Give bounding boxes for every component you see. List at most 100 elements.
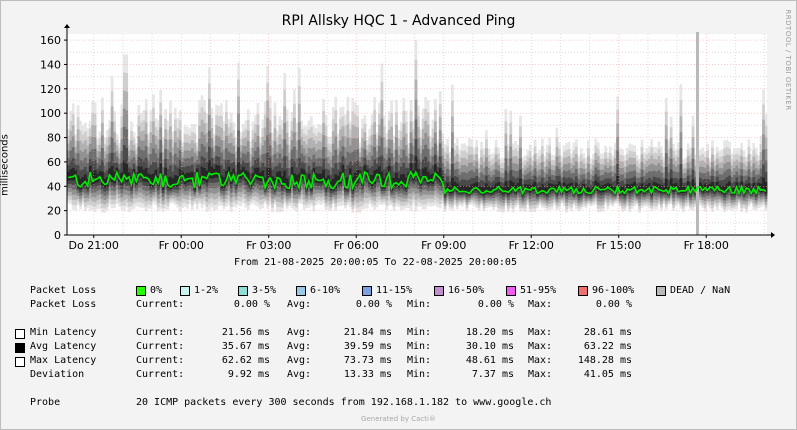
latency-swatch bbox=[15, 329, 25, 339]
smoke-band bbox=[280, 176, 284, 188]
smoke-band bbox=[470, 184, 474, 193]
chart-title: RPI Allsky HQC 1 - Advanced Ping bbox=[281, 13, 516, 29]
smoke-band bbox=[662, 187, 666, 193]
latency-row-avg-label: Avg: bbox=[287, 355, 312, 366]
smoke-band bbox=[69, 169, 73, 181]
smoke-band bbox=[489, 187, 493, 195]
smoke-band bbox=[414, 156, 418, 177]
smoke-band bbox=[655, 182, 658, 191]
latency-row-avg-value: 13.33 ms bbox=[343, 369, 392, 380]
loss-swatch-label: 1-2% bbox=[194, 285, 219, 296]
smoke-band bbox=[91, 171, 95, 185]
smoke-band bbox=[621, 185, 624, 194]
latency-row-avg-label: Avg: bbox=[287, 327, 312, 338]
smoke-band bbox=[215, 164, 218, 178]
smoke-band bbox=[246, 171, 250, 184]
date-range: From 21-08-2025 20:00:05 To 22-08-2025 2… bbox=[234, 257, 517, 268]
smoke-band bbox=[178, 168, 182, 182]
dead-marker bbox=[695, 32, 699, 235]
avg-latency-line bbox=[68, 169, 767, 196]
smoke-band bbox=[103, 178, 107, 188]
latency-row-current-value: 62.62 ms bbox=[221, 355, 270, 366]
smoke-band bbox=[390, 177, 393, 191]
smoke-band bbox=[601, 185, 605, 193]
smoke-band bbox=[76, 175, 80, 188]
latency-row-max-label: Max: bbox=[528, 369, 553, 380]
latency-row-min-value: 7.37 ms bbox=[471, 369, 514, 380]
smoke-band bbox=[633, 181, 637, 190]
latency-row-current-label: Current: bbox=[136, 355, 185, 366]
smoke-band bbox=[555, 184, 559, 195]
smoke-band bbox=[81, 176, 85, 187]
smoke-band bbox=[528, 184, 532, 193]
loss-swatch-label: 96-100% bbox=[592, 285, 635, 296]
y-tick-label: 160 bbox=[40, 34, 61, 47]
loss-swatch bbox=[656, 286, 666, 296]
packet-loss-label: Packet Loss bbox=[30, 299, 97, 310]
latency-row-avg-value: 39.59 ms bbox=[343, 341, 392, 352]
smoke-band bbox=[351, 177, 355, 191]
smoke-band bbox=[565, 184, 568, 193]
smoke-band bbox=[506, 186, 510, 195]
packet-loss-avg-value: 0.00 % bbox=[355, 299, 392, 310]
smoke-band bbox=[480, 186, 483, 195]
smoke-band bbox=[485, 183, 488, 193]
latency-row-current-value: 21.56 ms bbox=[221, 327, 270, 338]
packet-loss-max-value: 0.00 % bbox=[595, 299, 632, 310]
smoke-band bbox=[190, 171, 194, 183]
smoke-band bbox=[509, 180, 513, 193]
smoke-band bbox=[540, 184, 544, 193]
latency-row-label: Avg Latency bbox=[30, 341, 97, 352]
packet-loss-min-label: Min: bbox=[407, 299, 432, 310]
smoke-band bbox=[587, 186, 590, 195]
smoke-band bbox=[492, 185, 496, 193]
smoke-band bbox=[222, 177, 226, 188]
x-tick-label: Fr 09:00 bbox=[421, 239, 466, 252]
latency-swatch bbox=[15, 357, 25, 367]
smoke-band bbox=[747, 183, 751, 192]
y-tick-label: 60 bbox=[47, 156, 61, 169]
latency-row-min-label: Min: bbox=[407, 369, 432, 380]
smoke-band bbox=[290, 167, 294, 179]
smoke-band bbox=[188, 172, 192, 182]
smoke-band bbox=[409, 163, 413, 177]
smoke-band bbox=[159, 163, 163, 178]
y-tick-label: 100 bbox=[40, 107, 61, 120]
smoke-band bbox=[254, 167, 257, 179]
smoke-band bbox=[380, 171, 384, 189]
smoke-band bbox=[322, 169, 325, 183]
y-tick-label: 0 bbox=[54, 229, 61, 242]
smoke-band bbox=[149, 174, 153, 187]
smoke-band bbox=[169, 176, 172, 190]
smoke-band bbox=[645, 184, 649, 192]
loss-swatch-label: 16-50% bbox=[448, 285, 485, 296]
smoke-band bbox=[594, 180, 598, 189]
loss-swatch-label: 3-5% bbox=[252, 285, 277, 296]
latency-row-avg-label: Avg: bbox=[287, 369, 312, 380]
smoke-band bbox=[142, 169, 146, 182]
smoke-band bbox=[657, 183, 661, 192]
latency-row-avg-label: Avg: bbox=[287, 341, 312, 352]
y-tick-label: 140 bbox=[40, 58, 61, 71]
smoke-band bbox=[468, 186, 471, 195]
latency-row-current-value: 9.92 ms bbox=[227, 369, 270, 380]
smoke-band bbox=[548, 183, 551, 192]
smoke-band bbox=[198, 175, 201, 188]
smoke-band bbox=[643, 187, 646, 194]
smoke-band bbox=[336, 175, 340, 185]
smoke-band bbox=[424, 167, 428, 181]
packet-loss-avg-label: Avg: bbox=[287, 299, 312, 310]
smoke-band bbox=[256, 167, 260, 181]
smoke-band bbox=[446, 182, 449, 191]
packet-loss-current-label: Current: bbox=[136, 299, 185, 310]
smoke-band bbox=[701, 185, 705, 193]
smoke-band bbox=[171, 178, 175, 188]
smoke-band bbox=[526, 184, 530, 192]
latency-row-min-value: 48.61 ms bbox=[465, 355, 514, 366]
packet-loss-min-value: 0.00 % bbox=[477, 299, 514, 310]
smoke-band bbox=[101, 171, 104, 186]
smoke-band bbox=[516, 183, 520, 191]
smoke-band bbox=[268, 168, 272, 182]
smoke-band bbox=[762, 177, 765, 192]
smoke-band bbox=[392, 177, 396, 187]
